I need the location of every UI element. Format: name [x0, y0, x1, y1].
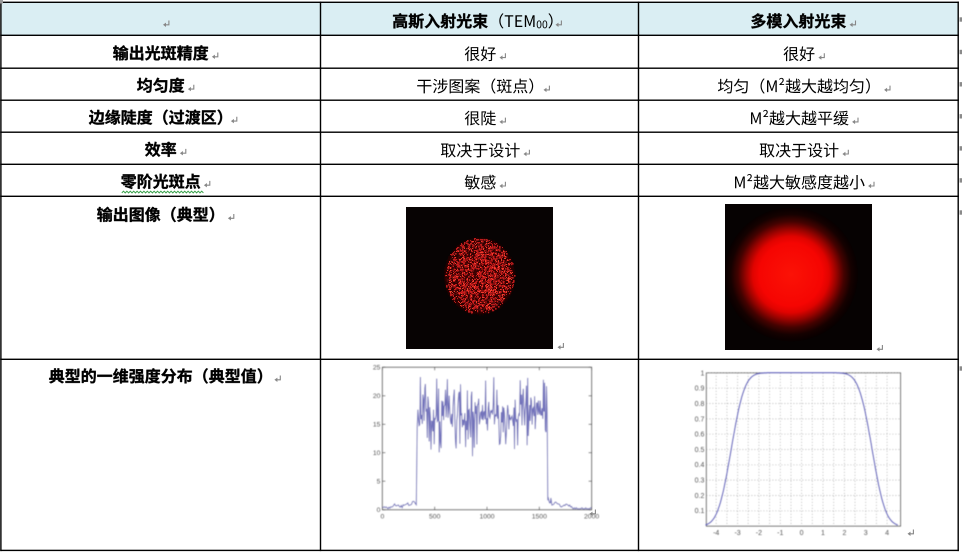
svg-text:0: 0: [800, 530, 804, 537]
svg-text:-1: -1: [777, 530, 783, 537]
svg-text:4: 4: [885, 530, 889, 537]
svg-text:1500: 1500: [532, 514, 547, 521]
svg-text:0.5: 0.5: [695, 447, 705, 454]
svg-text:0.2: 0.2: [695, 493, 705, 500]
svg-text:0: 0: [377, 507, 381, 514]
svg-text:1000: 1000: [479, 514, 494, 521]
svg-text:-4: -4: [713, 530, 719, 537]
svg-text:2: 2: [842, 530, 846, 537]
svg-text:0.6: 0.6: [695, 432, 705, 439]
svg-text:-3: -3: [734, 530, 740, 537]
svg-text:0.3: 0.3: [695, 478, 705, 485]
svg-text:10: 10: [373, 450, 381, 457]
svg-text:2000: 2000: [584, 514, 599, 521]
svg-text:500: 500: [429, 514, 441, 521]
svg-text:0.8: 0.8: [695, 401, 705, 408]
svg-text:20: 20: [373, 393, 381, 400]
svg-text:25: 25: [373, 365, 381, 372]
svg-text:1: 1: [700, 370, 704, 377]
svg-text:0.9: 0.9: [695, 386, 705, 393]
svg-text:0.7: 0.7: [695, 416, 705, 423]
svg-text:5: 5: [377, 479, 381, 486]
svg-text:0.4: 0.4: [695, 462, 705, 469]
svg-text:-2: -2: [756, 530, 762, 537]
svg-text:1: 1: [821, 530, 825, 537]
svg-text:0: 0: [381, 514, 385, 521]
svg-text:15: 15: [373, 422, 381, 429]
svg-text:0.1: 0.1: [695, 508, 705, 515]
svg-text:3: 3: [864, 530, 868, 537]
